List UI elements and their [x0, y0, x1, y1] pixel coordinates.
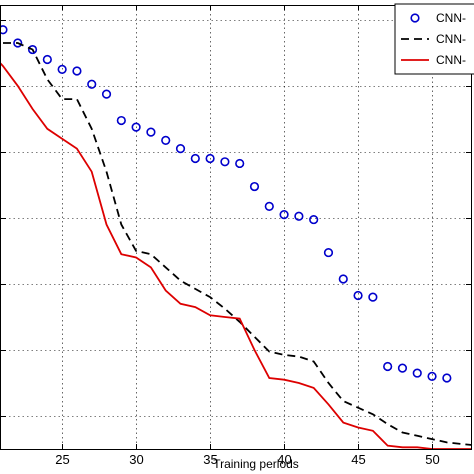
series-point — [249, 181, 260, 192]
tick-labels: 25 30 35 40 45 50 — [55, 452, 439, 467]
legend-marker — [410, 13, 420, 23]
series-line-3 — [0, 62, 472, 450]
series-point — [368, 292, 378, 302]
legend-label: CNN- — [436, 53, 466, 67]
series-layer — [0, 25, 473, 450]
series-point — [383, 361, 393, 372]
x-tick-label: 30 — [129, 452, 143, 467]
series-point — [220, 157, 230, 167]
series-point — [116, 115, 126, 126]
series-point — [42, 54, 52, 65]
x-tick-label: 40 — [277, 452, 291, 467]
series-point — [190, 153, 200, 164]
series-point — [279, 210, 289, 220]
x-tick-label: 25 — [55, 452, 69, 467]
series-point — [87, 79, 97, 89]
series-point — [338, 274, 348, 284]
x-tick-label: 50 — [425, 452, 439, 467]
series-point — [101, 89, 112, 99]
legend-label: CNN- — [436, 11, 466, 25]
series-point — [72, 66, 82, 76]
tick-marks — [1, 5, 471, 449]
series-point — [27, 44, 38, 55]
legend-label: CNN- — [436, 32, 466, 46]
series-point — [57, 64, 67, 74]
series-point — [235, 158, 245, 169]
series-point — [442, 373, 452, 383]
series-point — [294, 211, 304, 221]
legend: CNN- CNN- CNN- — [394, 3, 474, 75]
series-point — [131, 122, 141, 132]
series-point — [427, 371, 437, 381]
series-point — [323, 247, 334, 258]
series-line-2 — [3, 42, 473, 446]
series-point — [146, 127, 156, 137]
x-tick-label: 45 — [351, 452, 365, 467]
grid — [0, 5, 472, 449]
plot-frame — [0, 5, 472, 450]
x-axis-label: Training periods — [213, 457, 299, 471]
series-point — [205, 153, 215, 164]
series-point — [412, 368, 422, 378]
series-point — [353, 290, 363, 301]
series-point — [264, 201, 274, 211]
series-point — [161, 135, 171, 145]
series-point — [397, 363, 408, 373]
series-point — [0, 25, 8, 35]
series-point — [13, 38, 23, 48]
series-point — [175, 143, 186, 154]
series-point — [309, 214, 319, 225]
x-tick-label: 35 — [203, 452, 217, 467]
